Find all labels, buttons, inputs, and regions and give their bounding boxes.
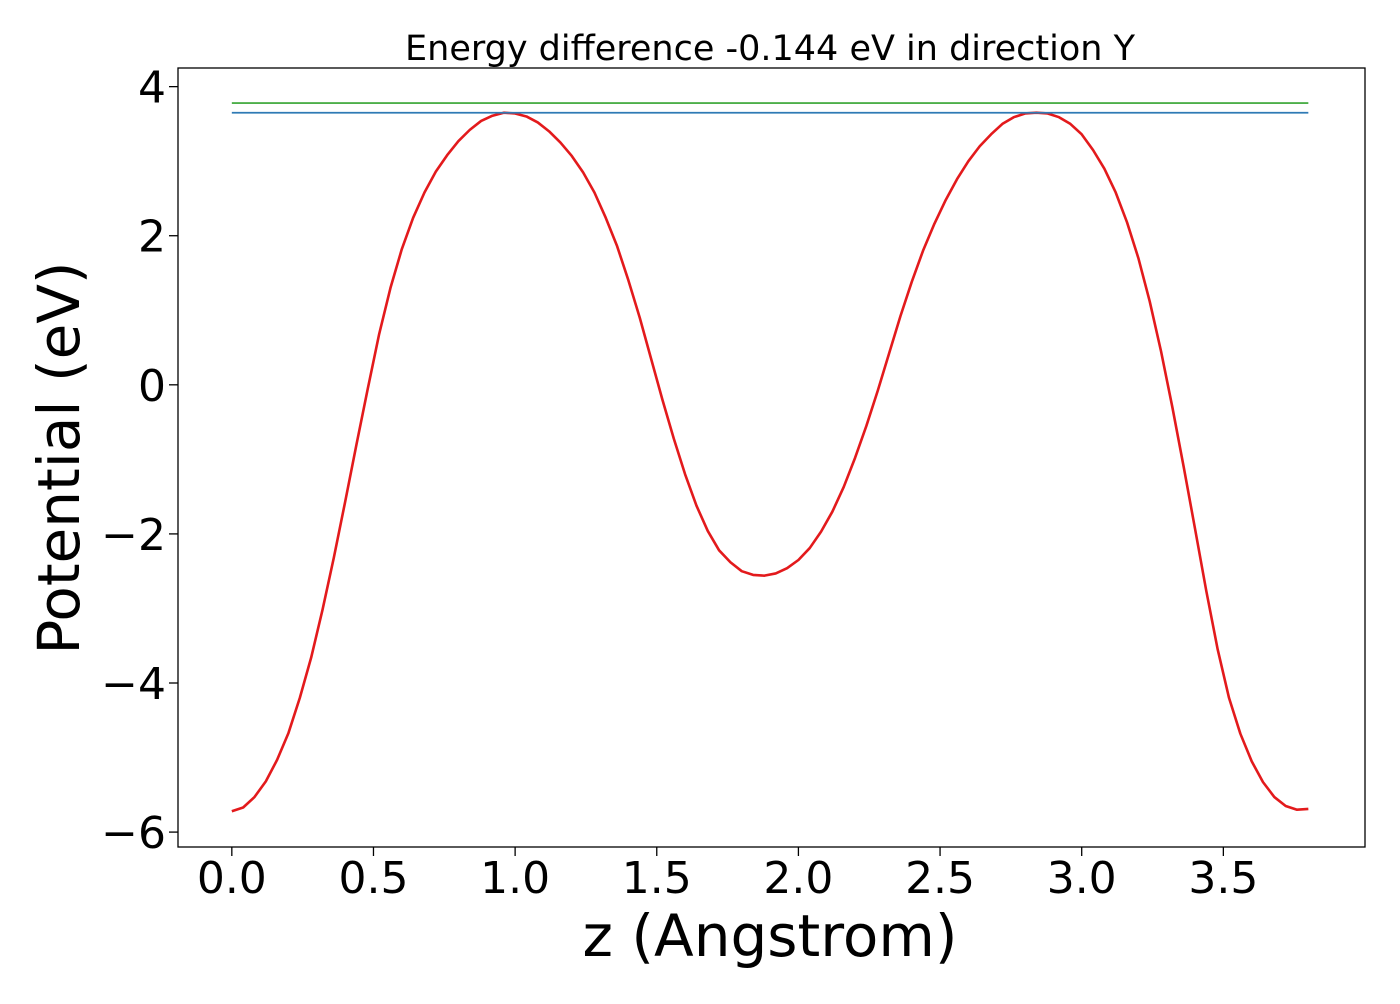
y-tick-label: 2 [138,212,166,263]
chart-title: Energy difference -0.144 eV in direction… [405,29,1136,69]
y-tick-label: 0 [138,361,166,412]
x-tick-label: 1.5 [622,853,692,904]
x-tick-label: 1.0 [480,853,550,904]
y-axis-label: Potential (eV) [25,261,93,654]
x-tick-label: 3.5 [1188,853,1258,904]
series-layer [231,102,1309,813]
x-axis-label: z (Angstrom) [583,902,958,970]
series-line-0 [231,111,1309,813]
x-tick-label: 0.5 [338,853,408,904]
x-axis: 0.0 0.5 1.0 1.5 2.0 2.5 3.0 3.5 [197,847,1258,904]
plot-frame [177,67,1366,848]
y-tick-label: −6 [101,808,166,859]
x-tick-label: 0.0 [197,853,267,904]
x-tick-label: 2.0 [763,853,833,904]
y-tick-label: 4 [138,63,166,114]
y-tick-label: −4 [101,659,166,710]
y-tick-label: −2 [101,510,166,561]
x-tick-label: 2.5 [905,853,975,904]
x-tick-label: 3.0 [1047,853,1117,904]
y-axis: −6 −4 −2 0 2 4 [101,63,178,859]
